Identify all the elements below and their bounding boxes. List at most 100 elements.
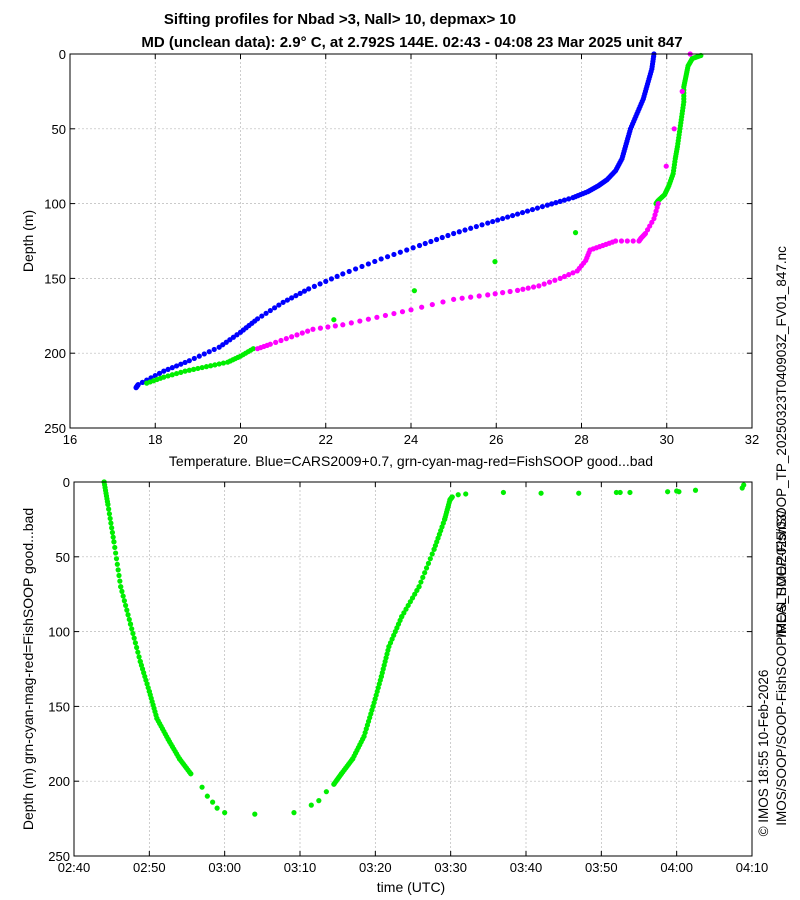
data-point [404,247,410,253]
data-point [372,258,378,265]
x-tick-label: 22 [319,432,333,447]
data-point [440,299,446,305]
data-point [117,578,123,584]
top-data-points [133,51,704,391]
data-point [391,251,397,258]
data-point [416,584,422,590]
data-point [541,281,547,287]
data-point [449,494,455,500]
data-point [741,482,747,488]
y-tick-label: 100 [44,197,66,212]
data-point [131,635,137,641]
data-point [630,238,636,244]
data-point [178,369,184,375]
data-point [310,326,316,332]
data-point [276,302,282,308]
data-point [382,312,389,319]
data-point [308,802,314,808]
chart-title-line1: Sifting profiles for Nbad >3, Nall> 10, … [164,11,516,28]
data-point [280,299,286,305]
data-point [263,310,269,316]
data-point [156,370,163,376]
data-point [311,283,317,289]
data-point [520,286,526,292]
data-point [191,366,197,372]
data-point [115,567,121,573]
data-point [169,365,175,371]
x-tick-label: 03:50 [585,860,618,875]
data-point [323,789,329,795]
data-point [119,588,125,594]
data-point [505,214,511,220]
data-point [428,238,434,245]
bottom-x-ticks: 02:40 02:50 03:00 03:10 03:20 03:30 03:40 03:50… [58,482,768,875]
data-point [570,195,576,201]
x-tick-label: 32 [745,432,759,447]
data-point [165,373,171,379]
data-point [252,811,258,817]
data-point [524,208,531,214]
x-tick-label: 26 [489,432,503,447]
data-point [384,254,391,260]
data-point [182,359,188,366]
data-point [211,346,217,353]
top-x-ticks: 16 18 20 22 24 26 28 30 32 [63,54,759,447]
data-point [676,489,682,495]
data-point [289,295,295,301]
data-point [462,227,468,233]
data-point [132,640,138,646]
data-point [169,372,175,378]
data-point [418,579,424,585]
top-x-axis-label: Temperature. Blue=CARS2009+0.7, grn-cyan… [169,453,653,469]
data-point [455,492,461,498]
data-point [334,273,340,280]
time-depth-panel: 02:40 02:50 03:00 03:10 03:20 03:30 03:40 03:50… [20,475,768,895]
x-tick-label: 28 [574,432,588,447]
data-point [126,616,132,623]
data-point [397,249,403,255]
data-point [182,368,188,374]
x-tick-label: 18 [148,432,162,447]
data-point [459,295,465,301]
top-y-ticks: 0 50 100 150 200 250 [44,47,752,436]
data-point [378,256,384,262]
data-point [476,293,482,299]
data-point [289,334,295,340]
data-point [127,621,134,627]
data-point [332,323,338,329]
data-point [451,296,457,302]
data-point [529,206,536,213]
data-point [278,337,284,344]
data-point [267,307,273,314]
data-point [538,490,544,496]
data-point [692,487,699,493]
data-point [519,209,526,216]
data-point [118,584,124,590]
data-point [293,293,299,299]
data-point [125,612,131,618]
bottom-plot-frame [73,481,753,857]
data-point [410,245,416,251]
data-point [429,551,435,557]
data-point [439,234,445,241]
x-tick-label: 03:30 [434,860,467,875]
data-point [109,529,116,536]
data-point [204,793,210,799]
credit-line-1: © IMOS 18:55 10-Feb-2026 [756,670,771,837]
data-point [113,550,119,556]
data-point [108,520,114,526]
data-point [107,515,113,522]
data-point [111,539,117,545]
bottom-gridlines [73,481,753,857]
data-point [199,364,205,371]
data-point [299,330,305,336]
data-point [291,810,297,816]
data-point [561,197,568,203]
data-point [490,218,496,225]
data-point [130,630,136,637]
data-point [152,373,158,379]
data-point [178,361,184,367]
data-point [507,288,513,295]
data-point [348,320,354,326]
data-point [331,317,337,323]
